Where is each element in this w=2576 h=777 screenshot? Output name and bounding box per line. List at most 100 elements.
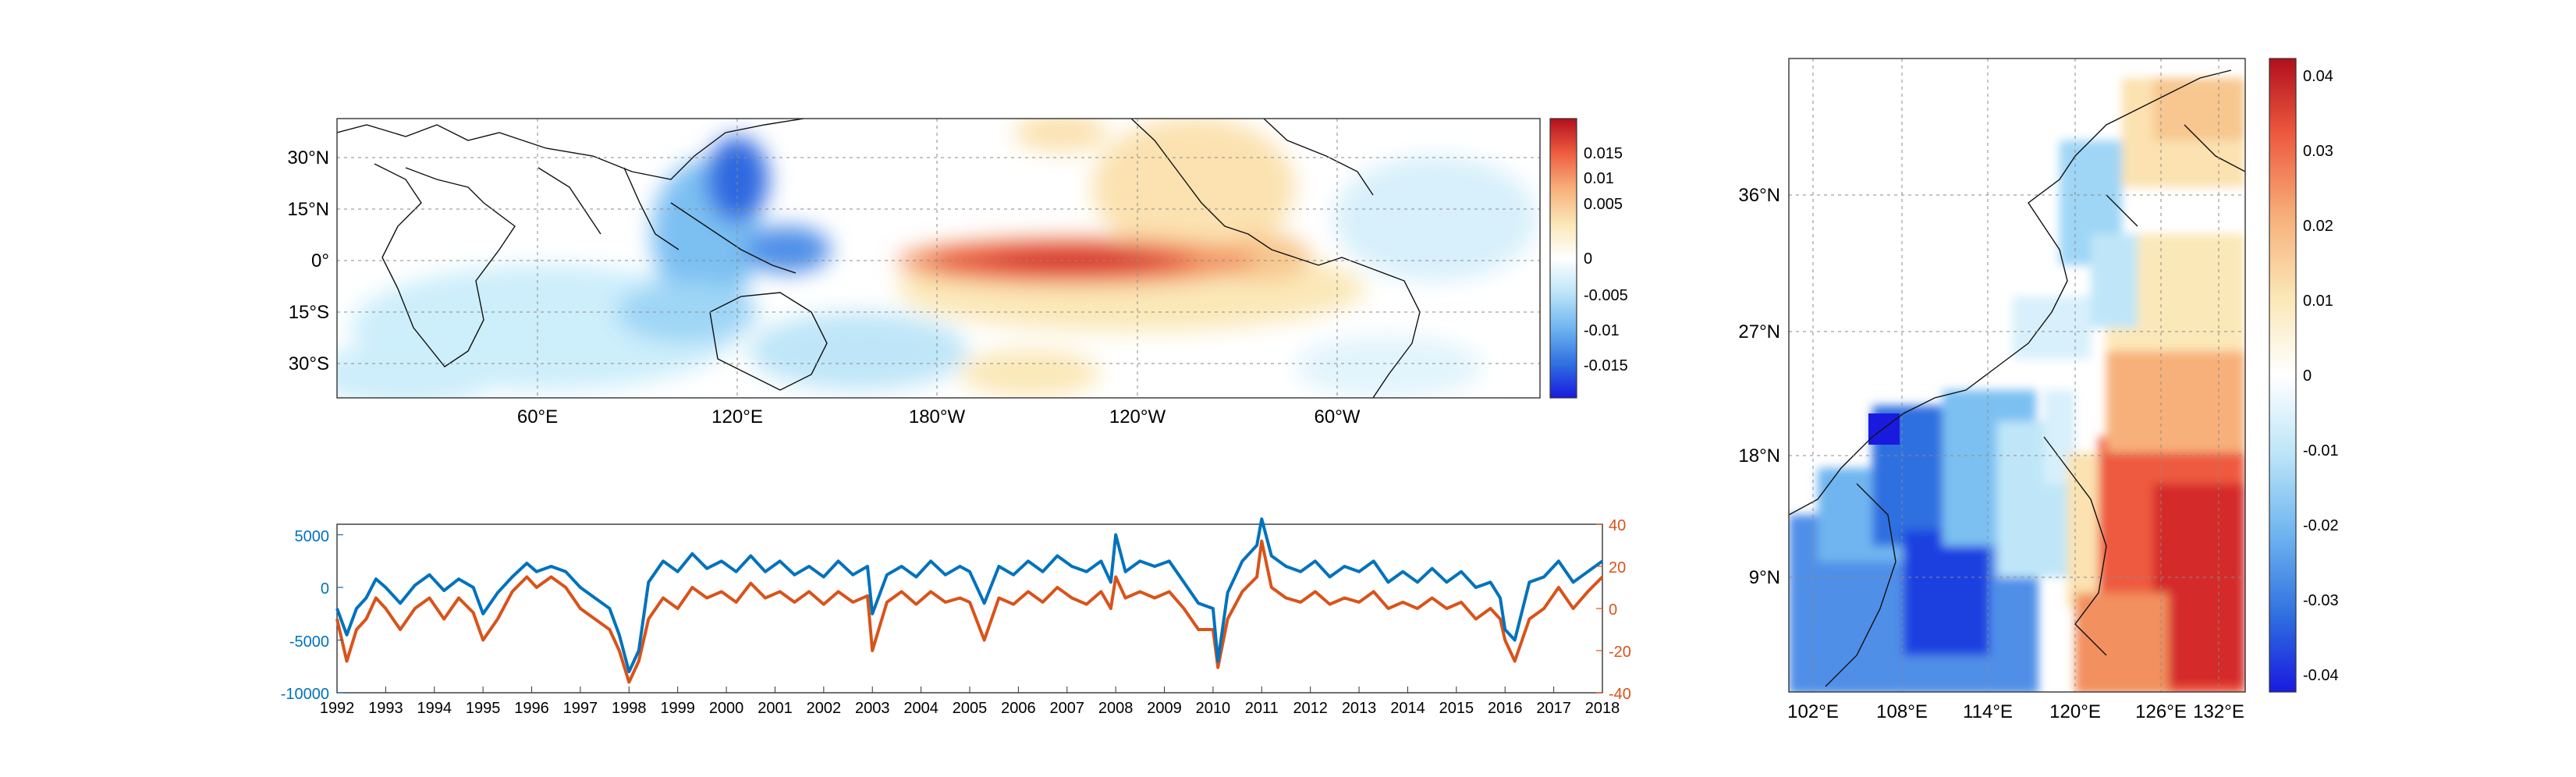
regional-cbar-tick-003: 0.03 — [2303, 143, 2333, 160]
left-tick-neg5000: -5000 — [289, 633, 329, 651]
regional-y-tick-18n: 18°N — [1738, 445, 1780, 467]
x-tick-label-2003: 2003 — [855, 700, 890, 717]
regional-x-tick-102e: 102°E — [1787, 701, 1839, 722]
global-x-tick-120e: 120°E — [711, 406, 763, 428]
global-map-grid — [337, 119, 1540, 398]
global-x-tick-60w: 60°W — [1315, 406, 1361, 428]
x-tick-label-2014: 2014 — [1390, 700, 1425, 717]
x-tick-label-2009: 2009 — [1147, 700, 1182, 717]
x-tick-label-2016: 2016 — [1488, 700, 1523, 717]
x-tick-label-2005: 2005 — [953, 700, 988, 717]
regional-map-grid — [1789, 59, 2245, 692]
regional-x-tick-120e: 120°E — [2049, 701, 2101, 722]
x-tick-label-1998: 1998 — [612, 700, 647, 717]
regional-colorbar-bar — [2269, 58, 2297, 693]
series-line-left-axis — [335, 517, 1604, 673]
global-colorbar-bar — [1549, 118, 1577, 399]
global-colorbar-labels: 0.015 0.01 0.005 0 -0.005 -0.01 -0.015 — [1584, 145, 1628, 374]
global-cbar-tick-0015: 0.015 — [1584, 145, 1623, 162]
x-tick-label-1993: 1993 — [368, 700, 403, 717]
series-line-right-axis — [335, 539, 1604, 684]
regional-x-tick-108e: 108°E — [1876, 701, 1928, 722]
x-tick-label-2010: 2010 — [1196, 700, 1231, 717]
regional-cbar-tick-002: 0.02 — [2303, 218, 2333, 235]
regional-map-field — [1789, 59, 2245, 692]
regional-cbar-tick-neg003: -0.03 — [2303, 592, 2339, 609]
regional-y-tick-36n: 36°N — [1738, 185, 1780, 206]
global-x-tick-60e: 60°E — [517, 406, 558, 428]
x-tick-label-1997: 1997 — [563, 700, 598, 717]
regional-map-frame — [1788, 58, 2246, 693]
global-map-x-tick-labels: 60°E 120°E 180°W 120°W 60°W — [517, 406, 1361, 428]
global-map-y-tick-labels: 30°N 15°N 0° 15°S 30°S — [287, 147, 329, 374]
x-tick-label-2013: 2013 — [1342, 700, 1377, 717]
regional-colorbar-labels: 0.04 0.03 0.02 0.01 0 -0.01 -0.02 -0.03 … — [2303, 68, 2339, 684]
global-x-tick-120w: 120°W — [1109, 406, 1166, 428]
global-y-tick-15s: 15°S — [289, 302, 329, 323]
x-tick-label-1995: 1995 — [466, 700, 501, 717]
regional-cbar-tick-001: 0.01 — [2303, 293, 2333, 310]
global-x-tick-180w: 180°W — [909, 406, 966, 428]
time-series-x-tick-labels: 1992 1993 1994 1995 1996 1997 1998 1999 2000 2001… — [320, 687, 1620, 717]
global-y-tick-15n: 15°N — [287, 199, 329, 220]
regional-x-tick-labels: 102°E 108°E 114°E 120°E 126°E 132°E — [1787, 701, 2244, 722]
time-series-frame — [336, 523, 1603, 694]
left-tick-0: 0 — [321, 580, 329, 598]
right-tick-40: 40 — [1609, 517, 1626, 534]
x-tick-label-2006: 2006 — [1001, 700, 1036, 717]
regional-x-tick-114e: 114°E — [1963, 701, 2013, 722]
x-tick-label-1992: 1992 — [320, 700, 355, 717]
regional-cbar-tick-004: 0.04 — [2303, 68, 2333, 85]
right-axis-tick-labels: 40 20 0 -20 -40 — [1609, 517, 1631, 703]
right-tick-neg40: -40 — [1609, 686, 1631, 703]
global-map-frame — [336, 118, 1541, 399]
global-y-tick-30n: 30°N — [287, 147, 329, 169]
x-tick-label-2008: 2008 — [1098, 700, 1134, 717]
global-cbar-tick-neg0015: -0.015 — [1584, 357, 1628, 374]
global-map-panel: 30°N 15°N 0° 15°S 30°S 60°E 120°E 180°W … — [287, 118, 1628, 428]
regional-y-tick-27n: 27°N — [1738, 321, 1780, 342]
global-colorbar: 0.015 0.01 0.005 0 -0.005 -0.01 -0.015 — [1549, 118, 1628, 399]
global-map-field — [337, 119, 1540, 398]
left-tick-5000: 5000 — [295, 528, 330, 545]
x-tick-label-2002: 2002 — [807, 700, 842, 717]
right-tick-neg20: -20 — [1609, 644, 1631, 661]
regional-cbar-tick-0: 0 — [2303, 367, 2312, 385]
regional-map-panel: 36°N 27°N 18°N 9°N 102°E 108°E 114°E 120… — [1738, 58, 2339, 722]
left-tick-neg10000: -10000 — [281, 686, 329, 703]
regional-x-tick-132e: 132°E — [2193, 701, 2244, 722]
global-cbar-tick-0: 0 — [1584, 250, 1592, 268]
coastlines — [337, 119, 1421, 398]
regional-cbar-tick-neg002: -0.02 — [2303, 517, 2339, 534]
x-tick-label-2000: 2000 — [709, 700, 744, 717]
global-y-tick-30s: 30°S — [289, 353, 329, 374]
time-series-lines — [335, 517, 1604, 694]
x-tick-label-2015: 2015 — [1439, 700, 1474, 717]
x-tick-label-2007: 2007 — [1050, 700, 1085, 717]
x-tick-label-1999: 1999 — [660, 700, 695, 717]
regional-x-tick-126e: 126°E — [2135, 701, 2187, 722]
x-tick-label-2012: 2012 — [1293, 700, 1328, 717]
global-cbar-tick-001: 0.01 — [1584, 170, 1614, 187]
right-tick-20: 20 — [1609, 559, 1626, 577]
regional-y-tick-labels: 36°N 27°N 18°N 9°N — [1738, 185, 1780, 588]
x-tick-label-1996: 1996 — [514, 700, 549, 717]
x-tick-label-2001: 2001 — [758, 700, 793, 717]
x-tick-label-2004: 2004 — [903, 700, 939, 717]
global-cbar-tick-neg0005: -0.005 — [1584, 287, 1628, 304]
time-series-panel: 5000 0 -5000 -10000 40 20 0 -20 -40 1992… — [281, 517, 1631, 717]
regional-cbar-tick-neg004: -0.04 — [2303, 667, 2339, 684]
global-cbar-tick-0005: 0.005 — [1584, 196, 1623, 213]
x-tick-label-2017: 2017 — [1536, 700, 1571, 717]
left-axis-tick-labels: 5000 0 -5000 -10000 — [281, 528, 329, 703]
global-y-tick-0: 0° — [311, 250, 329, 271]
deep-blue-cell — [1868, 413, 1900, 445]
x-tick-label-1994: 1994 — [417, 700, 452, 717]
x-tick-label-2011: 2011 — [1245, 700, 1279, 717]
right-tick-0: 0 — [1609, 601, 1617, 619]
regional-y-tick-9n: 9°N — [1749, 567, 1780, 588]
regional-coastlines — [1789, 69, 2245, 687]
regional-cbar-tick-neg001: -0.01 — [2303, 442, 2339, 459]
global-cbar-tick-neg001: -0.01 — [1584, 322, 1620, 339]
